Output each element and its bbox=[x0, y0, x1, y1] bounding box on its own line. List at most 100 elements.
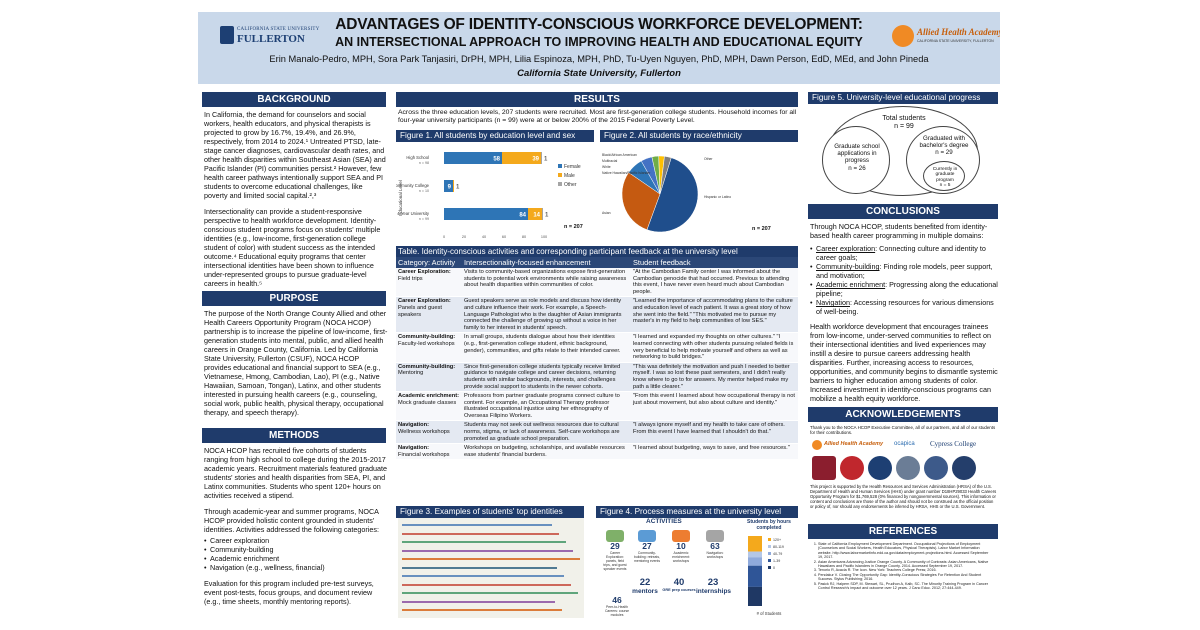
slice-label: Black/African American bbox=[602, 153, 637, 157]
methods-bullet: Academic enrichment bbox=[204, 554, 388, 563]
partner-logos: Allied Health Academy ocapica Cypress Co… bbox=[810, 438, 998, 482]
x-tick-label: 40 bbox=[482, 235, 486, 239]
data-label: 1 bbox=[545, 213, 549, 219]
bar-female bbox=[444, 180, 453, 192]
activity-name: Panels and guest speakers bbox=[398, 304, 442, 318]
career-icon bbox=[606, 530, 624, 542]
bar-female bbox=[444, 152, 502, 164]
methods-bullet: Navigation (e.g., wellness, financial) bbox=[204, 563, 388, 572]
activity-label: Career Exploration: panels, field trips,… bbox=[603, 551, 627, 571]
activity-name: Financial workshops bbox=[398, 451, 450, 458]
handwritten-line bbox=[402, 558, 580, 560]
table-cell-enhancement: In small groups, students dialogue about… bbox=[462, 332, 631, 363]
ocapica-logo: ocapica bbox=[894, 441, 915, 447]
slice-label: Hispanic or Latino bbox=[704, 195, 731, 199]
activity-count: 63 bbox=[710, 541, 720, 551]
graduated-circle: Graduated with bachelor's degree n = 29 … bbox=[906, 126, 980, 194]
logo-right-name: Allied Health Academy bbox=[917, 27, 1000, 37]
handwritten-line bbox=[402, 541, 566, 543]
table-cell-feedback: "Learned the importance of accommodating… bbox=[631, 296, 798, 334]
table-cell-category: Community-building: Mentoring bbox=[396, 362, 462, 393]
activity-name: Mentoring bbox=[398, 370, 424, 377]
table-row: Navigation: Wellness workshops Students ma… bbox=[396, 420, 798, 445]
hours-legend-label: 0 bbox=[773, 566, 775, 570]
table-col-enhancement: Intersectionality-focused enhancement bbox=[462, 257, 631, 268]
methods-p2: Through academic-year and summer program… bbox=[204, 507, 379, 534]
results-heading: RESULTS bbox=[396, 92, 798, 107]
activity-academic-enrichment: 10 Academic enrichment: workshops bbox=[668, 530, 694, 563]
conclusion-bullet: Navigation: Accessing resources for vari… bbox=[810, 298, 998, 316]
aha-circle-icon bbox=[892, 25, 914, 47]
cypress-college-logo: Cypress College bbox=[930, 440, 977, 448]
stat-number: 22 bbox=[639, 577, 651, 588]
table-row: Community-building: Mentoring Since first-… bbox=[396, 362, 798, 393]
conclusion-bullet: Community-building: Finding role models,… bbox=[810, 262, 998, 280]
conclusion-desc: : Finding role models, peer support, and… bbox=[816, 262, 993, 280]
poster-subtitle: AN INTERSECTIONAL APPROACH TO IMPROVING … bbox=[335, 35, 863, 49]
purpose-heading: PURPOSE bbox=[202, 291, 386, 306]
activity-label: Community-building: retreats, mentoring … bbox=[634, 551, 661, 563]
methods-bullets: Career exploration Community-building Ac… bbox=[204, 536, 388, 572]
internships-stat: 23 internships bbox=[696, 578, 731, 596]
handwritten-line bbox=[402, 575, 564, 577]
bar-female bbox=[444, 208, 528, 220]
activities-table: Table. Identity-conscious activities and… bbox=[396, 246, 798, 461]
table-row: Navigation: Financial workshops Workshops … bbox=[396, 443, 798, 461]
figure1-heading: Figure 1. All students by education leve… bbox=[396, 130, 594, 142]
poster-title: ADVANTAGES OF IDENTITY-CONSCIOUS WORKFOR… bbox=[335, 16, 863, 33]
table-row: Academic enrichment: Mock graduate classe… bbox=[396, 391, 798, 422]
category-name: Navigation: bbox=[398, 422, 429, 429]
conclusions-heading: CONCLUSIONS bbox=[808, 204, 998, 219]
slice-label: Native Hawaiian/Pacific Islander bbox=[602, 171, 651, 175]
category-label: Community College bbox=[396, 183, 430, 188]
legend-swatch bbox=[558, 182, 562, 186]
data-label: 1 bbox=[456, 185, 460, 191]
table-row: Career Exploration: Panels and guest spea… bbox=[396, 296, 798, 334]
csuf-seal-icon bbox=[220, 26, 234, 44]
figure4-heading: Figure 4. Process measures at the univer… bbox=[596, 506, 798, 518]
table-cell-feedback: "This was definitely the motivation and … bbox=[631, 362, 798, 393]
hours-legend-label: 40-79 bbox=[773, 552, 782, 556]
references-heading: REFERENCES bbox=[808, 524, 998, 539]
table-cell-category: Academic enrichment: Mock graduate classe… bbox=[396, 391, 462, 422]
conclusion-desc: : Connecting culture and identity to car… bbox=[816, 244, 986, 262]
table-cell-feedback: "I learned about budgeting, ways to save… bbox=[631, 443, 798, 461]
table-cell-feedback: "From this event I learned about how occ… bbox=[631, 391, 798, 422]
activities-title: ACTIVITIES bbox=[646, 518, 682, 525]
figure3-heading: Figure 3. Examples of students' top iden… bbox=[396, 506, 584, 518]
activity-navigation: 63 Navigation: workshops bbox=[702, 530, 728, 559]
data-label: 9 bbox=[448, 185, 452, 191]
hours-bar-segment bbox=[748, 536, 762, 552]
handwritten-line bbox=[402, 549, 573, 552]
x-tick-label: 80 bbox=[522, 235, 526, 239]
category-name: Navigation: bbox=[398, 445, 429, 452]
table-cell-category: Navigation: Financial workshops bbox=[396, 443, 462, 461]
legend-swatch bbox=[558, 164, 562, 168]
category-name: Community-building: bbox=[398, 334, 456, 341]
data-label: 14 bbox=[533, 213, 540, 219]
hours-legend-swatch bbox=[768, 538, 771, 541]
methods-p1: NOCA HCOP has recruited five cohorts of … bbox=[204, 446, 387, 500]
hours-bar-segment bbox=[748, 551, 762, 558]
data-label: 84 bbox=[519, 213, 526, 219]
affiliation: California State University, Fullerton bbox=[517, 68, 681, 79]
handwritten-line bbox=[402, 592, 578, 594]
purpose-p1: The purpose of the North Orange County A… bbox=[204, 309, 388, 417]
y-axis-label: Educational Level bbox=[398, 180, 403, 216]
background-heading: BACKGROUND bbox=[202, 92, 386, 107]
authors: Erin Manalo-Pedro, MPH, Sora Park Tanjas… bbox=[269, 54, 929, 64]
activity-name: Faculty-led workshops bbox=[398, 340, 455, 347]
handwritten-line bbox=[402, 524, 552, 526]
activity-count: 27 bbox=[642, 541, 652, 551]
table-cell-enhancement: Students may not seek out wellness resou… bbox=[462, 420, 631, 445]
pie-slice bbox=[621, 172, 661, 231]
acknowledgements-thanks: Thank you to the NOCA HCOP Executive Com… bbox=[810, 425, 996, 436]
aha-logo-text: Allied Health Academy bbox=[824, 441, 884, 447]
methods-p3: Evaluation for this program included pre… bbox=[204, 579, 374, 606]
student-identities-photo bbox=[398, 518, 584, 618]
category-name: Career Exploration: bbox=[398, 298, 451, 305]
table-cell-enhancement: Guest speakers serve as role models and … bbox=[462, 296, 631, 334]
legend-label: Other bbox=[564, 182, 577, 188]
partner-seal-icon bbox=[840, 456, 864, 480]
